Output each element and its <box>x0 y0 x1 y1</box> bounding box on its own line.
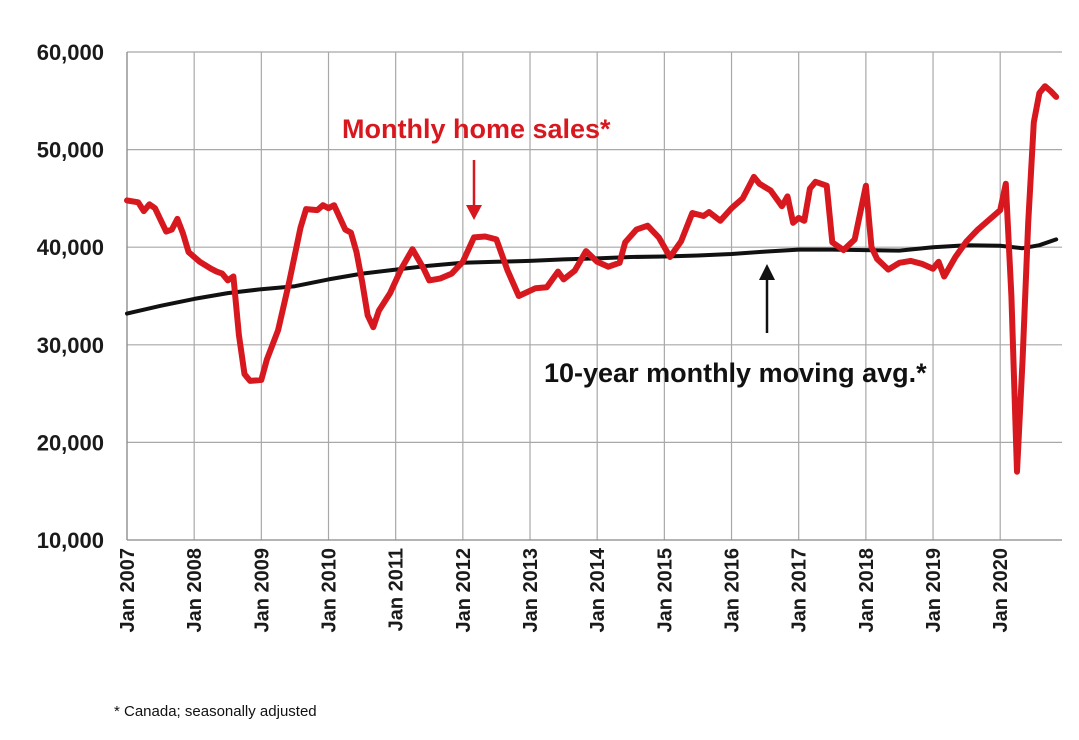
y-axis-ticks: 10,000 20,000 30,000 40,000 50,000 60,000 <box>37 40 104 553</box>
y-tick-label: 60,000 <box>37 40 104 65</box>
red-annotation-arrow-head <box>466 205 482 220</box>
x-tick-label: Jan 2018 <box>856 548 878 633</box>
monthly-home-sales-line <box>124 83 1060 475</box>
x-tick-label: Jan 2013 <box>520 548 542 633</box>
x-tick-label: Jan 2017 <box>789 548 811 633</box>
x-tick-label: Jan 2016 <box>722 548 744 633</box>
y-tick-label: 40,000 <box>37 235 104 260</box>
monthly-home-sales-label: Monthly home sales* <box>342 114 611 144</box>
series-group <box>124 83 1060 475</box>
x-tick-label: Jan 2007 <box>117 548 139 633</box>
x-tick-label: Jan 2011 <box>386 548 408 631</box>
x-tick-label: Jan 2014 <box>587 547 609 632</box>
x-axis-ticks: Jan 2007 Jan 2008 Jan 2009 Jan 2010 Jan 2011… <box>117 547 1012 632</box>
footnote: * Canada; seasonally adjusted <box>114 703 317 720</box>
moving-average-label: 10-year monthly moving avg.* <box>544 358 927 388</box>
x-tick-label: Jan 2009 <box>251 548 273 633</box>
black-annotation-arrow-head <box>759 264 775 280</box>
x-tick-label: Jan 2012 <box>453 548 475 633</box>
y-tick-label: 10,000 <box>37 528 104 553</box>
y-tick-label: 30,000 <box>37 333 104 358</box>
x-tick-label: Jan 2020 <box>990 548 1012 633</box>
y-tick-label: 50,000 <box>37 138 104 163</box>
x-tick-label: Jan 2015 <box>654 548 676 633</box>
x-tick-label: Jan 2019 <box>923 548 945 633</box>
line-chart: 10,000 20,000 30,000 40,000 50,000 60,000 Jan… <box>37 40 1062 633</box>
x-tick-label: Jan 2010 <box>319 548 341 633</box>
y-tick-label: 20,000 <box>37 430 104 455</box>
moving-average-line <box>125 237 1059 316</box>
x-tick-label: Jan 2008 <box>184 548 206 633</box>
